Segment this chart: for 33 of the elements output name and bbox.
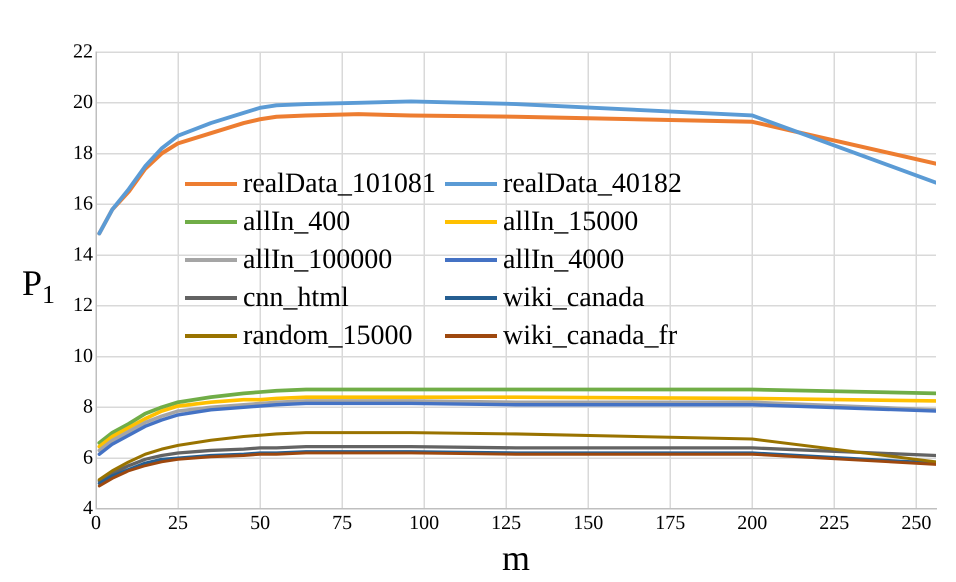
legend-label: allIn_100000 — [243, 243, 392, 277]
legend-label: cnn_html — [243, 281, 349, 315]
y-tick-label: 16 — [73, 192, 93, 215]
x-tick-label: 175 — [655, 512, 686, 534]
x-axis-title: m — [502, 538, 530, 578]
y-tick-label: 4 — [83, 497, 93, 520]
y-tick-label: 22 — [73, 40, 93, 62]
x-tick-label: 200 — [737, 512, 768, 534]
x-tick-label: 150 — [573, 512, 604, 534]
y-tick-label: 18 — [73, 142, 93, 164]
x-tick-label: 25 — [168, 512, 188, 534]
y-tick-label: 14 — [73, 243, 93, 266]
y-tick-label: 6 — [83, 446, 93, 468]
y-tick-label: 12 — [73, 294, 93, 316]
legend-label: allIn_4000 — [503, 243, 624, 277]
legend-label: wiki_canada — [503, 281, 644, 315]
legend-label: allIn_400 — [243, 205, 350, 239]
x-tick-label: 75 — [332, 512, 352, 534]
legend-label: allIn_15000 — [503, 205, 638, 239]
y-tick-label: 10 — [73, 344, 93, 367]
legend-label: realData_40182 — [503, 167, 682, 201]
x-tick-label: 250 — [901, 512, 932, 534]
x-tick-label: 100 — [409, 512, 440, 534]
x-tick-label: 125 — [491, 512, 522, 534]
legend-label: wiki_canada_fr — [503, 319, 678, 353]
legend-label: realData_101081 — [243, 167, 436, 201]
y-tick-label: 20 — [73, 91, 93, 114]
y-tick-label: 8 — [83, 396, 93, 418]
x-tick-label: 225 — [819, 512, 850, 534]
legend-label: random_15000 — [243, 319, 413, 353]
y-axis-title: P$_{1}$ — [22, 262, 56, 310]
x-tick-label: 50 — [250, 512, 270, 534]
x-tick-label: 0 — [91, 512, 101, 534]
